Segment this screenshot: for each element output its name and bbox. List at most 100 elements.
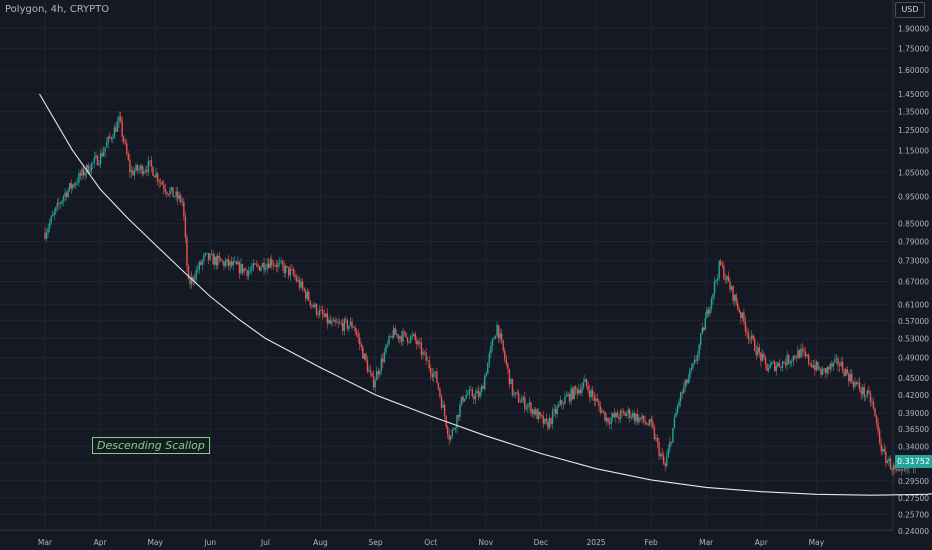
candle [289,268,292,276]
candle [760,352,762,361]
candle [485,374,487,377]
pattern-annotation[interactable]: Descending Scallop [92,437,210,454]
candle [516,392,518,394]
symbol-title: Polygon, 4h, CRYPTO [5,4,110,15]
candle [835,358,838,359]
candle [500,333,503,341]
candle [587,385,589,391]
candle [781,361,784,368]
candle [426,360,429,361]
candle [300,281,302,288]
candle [599,405,602,413]
candle [493,338,495,340]
candle [305,290,307,299]
candle [636,413,639,423]
candle [314,304,316,308]
candle [888,458,890,461]
candle [895,468,898,470]
candle [735,294,737,304]
candle [598,401,600,406]
y-tick-label: 1.25000 [898,126,929,135]
candle [85,164,88,173]
candle [783,361,785,363]
candle [801,348,804,351]
candle [133,170,136,176]
candle [266,263,268,269]
candle [58,202,60,204]
candle [192,276,194,281]
candle [553,409,555,412]
candle [453,429,455,430]
candle [746,331,748,333]
currency-button[interactable]: USD [895,2,925,18]
candle [268,263,270,268]
candle [618,417,620,420]
candle [718,261,720,279]
candle [277,262,279,268]
x-tick-label: Nov [478,538,493,547]
candle [392,328,395,338]
candle [889,458,892,469]
candle [332,319,335,322]
candle [442,404,444,408]
candle [121,120,123,137]
candle [317,314,319,316]
candle [547,421,549,429]
candle [517,393,520,403]
candle [683,387,685,394]
y-tick-label: 1.15000 [898,146,929,155]
candle [278,262,281,263]
candle [93,157,96,163]
candle [716,278,719,281]
candle [101,152,103,157]
candle [851,374,853,382]
candle [507,364,509,369]
y-tick-label: 1.75000 [898,44,929,53]
candle [811,364,813,368]
candle [584,378,586,383]
candle [64,192,66,197]
candle [625,413,628,416]
candle [797,350,799,359]
candle [723,265,725,279]
candle [483,376,486,389]
candle [761,354,764,361]
x-tick-label: Oct [424,538,437,547]
candle [741,312,744,319]
y-tick-label: 0.39000 [898,409,929,418]
candle [865,396,867,397]
last-price-label: 0.31752 [895,455,932,468]
candle [76,182,79,184]
candle [644,421,646,423]
x-tick-label: Aug [313,538,328,547]
candle [382,358,384,362]
y-tick-label: 0.49000 [898,354,929,363]
candle [619,411,622,420]
candle [187,265,190,280]
candle [565,395,568,397]
candle [828,367,830,370]
candle [524,397,526,409]
candle [542,415,545,424]
candle [371,372,373,376]
candle [122,136,125,142]
candle [414,333,416,340]
candle [72,184,74,189]
candle [488,353,491,363]
candle [322,310,324,315]
scallop-curve[interactable] [39,93,932,496]
candle [757,347,759,355]
candle [794,355,796,359]
candle [272,265,275,266]
candle [147,161,150,172]
candle [616,412,619,418]
candle [604,411,606,421]
candle [695,359,697,361]
candle [854,382,856,387]
candle [886,460,889,463]
candle [465,394,467,399]
candle [454,427,457,430]
candle [325,313,327,317]
candle [113,127,116,139]
